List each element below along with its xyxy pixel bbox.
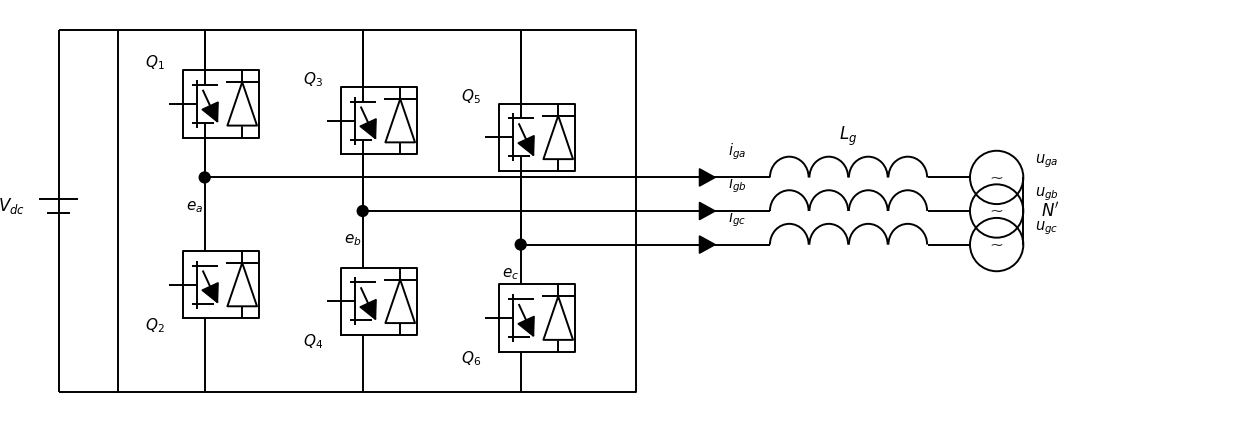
Text: $e_c$: $e_c$ bbox=[502, 266, 519, 282]
Polygon shape bbox=[518, 135, 534, 155]
Text: $e_b$: $e_b$ bbox=[344, 233, 362, 249]
Polygon shape bbox=[544, 116, 572, 159]
Text: $i_{ga}$: $i_{ga}$ bbox=[729, 141, 746, 162]
Text: $i_{gc}$: $i_{gc}$ bbox=[729, 208, 746, 229]
Text: $Q_1$: $Q_1$ bbox=[145, 54, 165, 73]
Polygon shape bbox=[385, 280, 415, 323]
Polygon shape bbox=[518, 316, 534, 336]
Circle shape bbox=[199, 172, 211, 183]
Text: $Q_2$: $Q_2$ bbox=[145, 316, 165, 335]
Text: ~: ~ bbox=[990, 236, 1004, 253]
Polygon shape bbox=[202, 102, 218, 122]
Polygon shape bbox=[700, 236, 715, 253]
Polygon shape bbox=[228, 82, 256, 126]
Polygon shape bbox=[544, 296, 572, 340]
Text: $N'$: $N'$ bbox=[1041, 201, 1059, 221]
Text: $e_a$: $e_a$ bbox=[186, 199, 203, 215]
Polygon shape bbox=[700, 169, 715, 186]
Circle shape bbox=[515, 239, 527, 250]
Text: $V_{dc}$: $V_{dc}$ bbox=[0, 196, 25, 216]
Polygon shape bbox=[385, 99, 415, 142]
Text: ~: ~ bbox=[990, 169, 1004, 186]
Text: $i_{gb}$: $i_{gb}$ bbox=[729, 175, 747, 195]
Text: $L_g$: $L_g$ bbox=[840, 124, 857, 148]
Polygon shape bbox=[228, 263, 256, 306]
Polygon shape bbox=[700, 202, 715, 220]
Polygon shape bbox=[361, 300, 377, 319]
Polygon shape bbox=[361, 119, 377, 139]
Text: $Q_3$: $Q_3$ bbox=[304, 70, 323, 89]
Text: ~: ~ bbox=[990, 203, 1004, 219]
Text: $Q_5$: $Q_5$ bbox=[461, 87, 481, 106]
Text: $u_{ga}$: $u_{ga}$ bbox=[1035, 152, 1058, 170]
Text: $Q_4$: $Q_4$ bbox=[304, 333, 323, 352]
Text: $u_{gb}$: $u_{gb}$ bbox=[1035, 186, 1059, 203]
Text: $u_{gc}$: $u_{gc}$ bbox=[1035, 219, 1058, 237]
Polygon shape bbox=[202, 283, 218, 303]
Circle shape bbox=[357, 206, 368, 216]
Text: $Q_6$: $Q_6$ bbox=[461, 349, 482, 368]
